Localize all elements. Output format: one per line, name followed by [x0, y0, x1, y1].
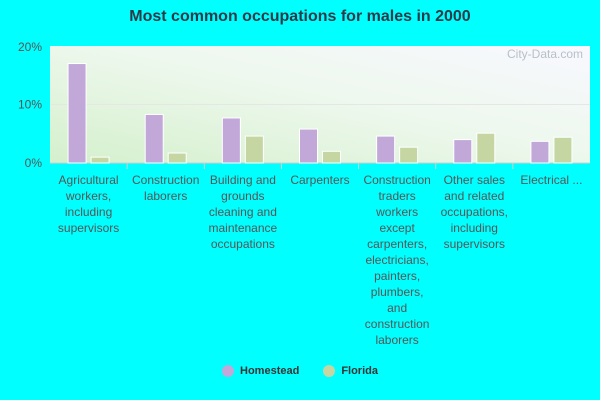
legend-item-homestead[interactable]: Homestead: [222, 365, 299, 377]
bar-florida-1[interactable]: [167, 152, 187, 164]
bar-homestead-1[interactable]: [144, 113, 164, 164]
legend-item-florida[interactable]: Florida: [323, 365, 378, 377]
chart-title: Most common occupations for males in 200…: [129, 8, 471, 25]
legend-swatch: [323, 365, 336, 377]
x-category-label: Other sales and related occupations, includ…: [441, 173, 508, 251]
y-tick-label: 10%: [18, 98, 42, 112]
bar-florida-2[interactable]: [244, 135, 264, 164]
legend-swatch: [222, 365, 235, 377]
x-category-label: Construction laborers: [132, 173, 199, 203]
bar-florida-0[interactable]: [90, 156, 110, 164]
x-category-label: Building and grounds cleaning and maintenan…: [208, 173, 277, 251]
legend: Homestead Florida: [0, 365, 600, 377]
bar-florida-3[interactable]: [322, 150, 341, 164]
x-category-label: Construction traders workers except carpente…: [363, 173, 430, 347]
x-category-label: Electrical ...: [520, 173, 582, 187]
bar-homestead-0[interactable]: [67, 63, 87, 164]
bar-florida-4[interactable]: [399, 146, 419, 164]
y-tick-label: 0%: [25, 156, 43, 170]
legend-label: Homestead: [240, 365, 300, 377]
x-category-label: Carpenters: [290, 173, 349, 187]
bar-homestead-5[interactable]: [453, 139, 473, 164]
bar-florida-5[interactable]: [476, 132, 496, 164]
bar-homestead-2[interactable]: [221, 117, 241, 164]
bar-homestead-6[interactable]: [530, 140, 550, 164]
watermark: City-Data.com: [507, 47, 583, 61]
legend-label: Florida: [341, 365, 378, 377]
bar-florida-6[interactable]: [553, 136, 573, 164]
bar-homestead-4[interactable]: [376, 135, 396, 164]
x-category-label: Agricultural workers, including supervisors: [58, 173, 119, 235]
bar-homestead-3[interactable]: [299, 128, 318, 164]
y-tick-label: 20%: [18, 40, 42, 54]
